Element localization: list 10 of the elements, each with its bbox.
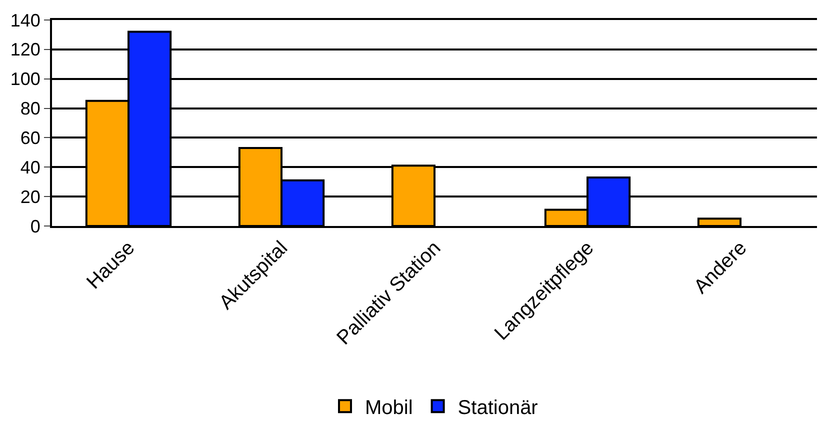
y-tick-label: 20: [20, 186, 40, 207]
legend-label: Mobil: [365, 396, 413, 419]
y-tick-label: 140: [10, 10, 40, 30]
y-tick-label: 120: [10, 40, 40, 60]
y-tick-label: 0: [30, 216, 40, 236]
y-tick-label: 100: [10, 69, 40, 90]
legend-label: Stationär: [458, 396, 538, 419]
y-tick-label: 40: [20, 157, 40, 178]
y-tick-label: 80: [20, 98, 40, 119]
y-tick-label: 60: [20, 128, 40, 148]
